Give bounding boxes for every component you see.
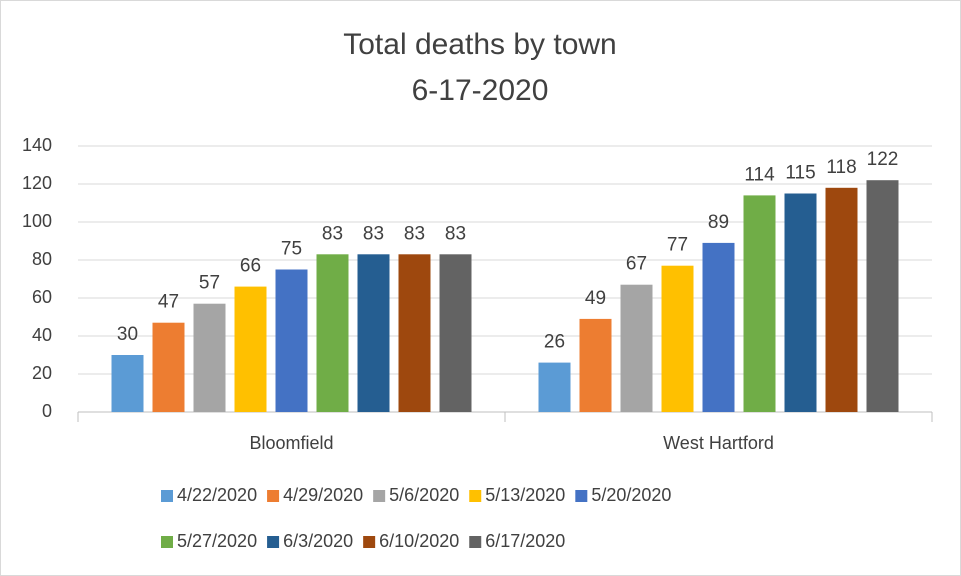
bar [661,265,694,412]
legend-swatch [469,490,482,502]
x-tick-label: Bloomfield [249,433,333,453]
value-label: 114 [744,164,775,185]
legend-label: 6/3/2020 [283,531,353,551]
y-tick-label: 120 [22,173,52,193]
legend-label: 6/17/2020 [485,531,565,551]
value-label: 57 [199,273,220,294]
bar [439,254,472,412]
legend-swatch [469,536,482,548]
bar [275,269,308,412]
bar [193,303,226,412]
y-tick-label: 0 [42,401,52,421]
value-label: 83 [322,223,343,244]
bar [743,195,776,412]
y-tick-label: 80 [32,249,52,269]
value-label: 83 [445,223,466,244]
legend-label: 5/27/2020 [177,531,257,551]
x-tick-label: West Hartford [663,433,774,453]
bar [357,254,390,412]
y-tick-label: 100 [22,211,52,231]
value-label: 49 [585,288,606,309]
legend-label: 4/29/2020 [283,485,363,505]
y-tick-label: 20 [32,363,52,383]
legend-swatch [161,536,173,548]
value-label: 47 [158,292,179,313]
value-label: 75 [281,239,302,260]
bar [316,254,349,412]
bar [234,286,267,412]
bar [579,318,612,412]
legend-swatch [575,490,588,502]
bar [111,355,144,412]
value-label: 122 [867,149,899,170]
bar [152,322,185,412]
chart-subtitle: 6-17-2020 [412,74,549,107]
bar [398,254,431,412]
legend-label: 5/20/2020 [591,485,671,505]
legend-swatch [373,490,386,502]
value-label: 83 [404,223,425,244]
y-tick-label: 40 [32,325,52,345]
legend-swatch [267,536,280,548]
value-label: 67 [626,254,647,275]
legend-swatch [267,490,280,502]
legend-swatch [161,490,173,502]
bar [620,284,653,412]
value-label: 115 [785,163,815,184]
value-label: 30 [117,324,138,345]
value-label: 118 [826,157,856,178]
y-tick-label: 140 [22,135,52,155]
legend-swatch [363,536,376,548]
bar [825,187,858,412]
bar [538,362,571,412]
legend-label: 5/6/2020 [389,485,459,505]
bar [866,180,899,412]
value-label: 83 [363,223,384,244]
chart-title: Total deaths by town [343,28,617,61]
legend-label: 5/13/2020 [485,485,565,505]
bar [784,193,817,412]
value-label: 89 [708,212,729,233]
value-label: 77 [667,235,688,256]
legend-label: 4/22/2020 [177,485,257,505]
value-label: 26 [544,332,565,353]
legend-label: 6/10/2020 [379,531,459,551]
value-label: 66 [240,256,261,277]
bar [702,242,735,412]
y-tick-label: 60 [32,287,52,307]
